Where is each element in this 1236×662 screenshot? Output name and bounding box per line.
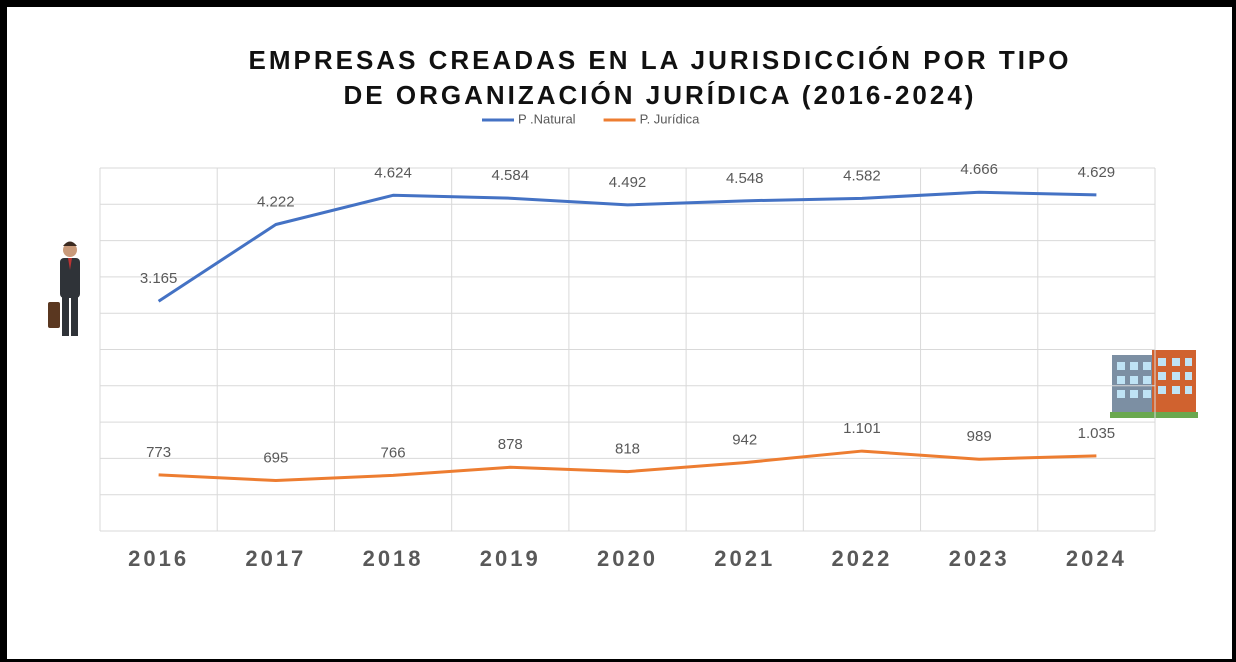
chart-title: DE ORGANIZACIÓN JURÍDICA (2016-2024)	[344, 80, 977, 110]
x-tick-label: 2018	[363, 546, 424, 571]
x-tick-label: 2016	[128, 546, 189, 571]
data-label: 766	[381, 444, 406, 461]
data-label: 4.222	[257, 193, 295, 210]
x-tick-label: 2023	[949, 546, 1010, 571]
legend-label: P. Jurídica	[640, 111, 701, 126]
data-label: 4.624	[374, 164, 412, 181]
legend-label: P .Natural	[518, 111, 576, 126]
data-label: 878	[498, 436, 523, 453]
series-line	[159, 192, 1097, 301]
data-label: 695	[263, 450, 288, 467]
data-label: 4.629	[1078, 164, 1116, 181]
data-label: 1.035	[1078, 425, 1116, 442]
chart: EMPRESAS CREADAS EN LA JURISDICCIÓN POR …	[0, 0, 1236, 662]
businessman-icon	[48, 242, 80, 337]
data-label: 4.582	[843, 167, 881, 184]
data-label: 942	[732, 432, 757, 449]
data-label: 4.492	[609, 174, 647, 191]
data-label: 818	[615, 441, 640, 458]
x-tick-label: 2022	[831, 546, 892, 571]
data-label: 989	[967, 428, 992, 445]
x-tick-label: 2024	[1066, 546, 1127, 571]
data-label: 4.548	[726, 170, 764, 187]
data-label: 1.101	[843, 420, 881, 437]
x-tick-label: 2020	[597, 546, 658, 571]
x-tick-label: 2017	[245, 546, 306, 571]
chart-title: EMPRESAS CREADAS EN LA JURISDICCIÓN POR …	[248, 45, 1071, 75]
data-label: 4.584	[492, 167, 530, 184]
buildings-icon	[1110, 350, 1198, 418]
data-label: 4.666	[960, 161, 998, 178]
x-tick-label: 2019	[480, 546, 541, 571]
data-label: 3.165	[140, 270, 178, 287]
data-label: 773	[146, 444, 171, 461]
x-tick-label: 2021	[714, 546, 775, 571]
